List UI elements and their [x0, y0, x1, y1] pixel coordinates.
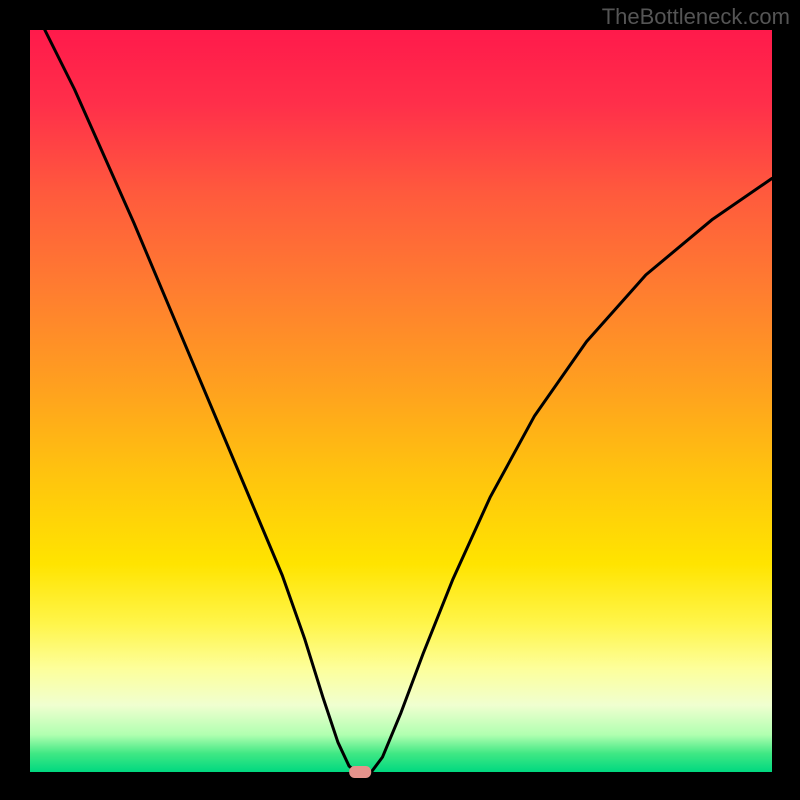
gradient-plot-area: [30, 30, 772, 772]
optimum-marker: [350, 767, 371, 778]
watermark-text: TheBottleneck.com: [602, 4, 790, 30]
chart-container: TheBottleneck.com: [0, 0, 800, 800]
bottleneck-chart: [0, 0, 800, 800]
